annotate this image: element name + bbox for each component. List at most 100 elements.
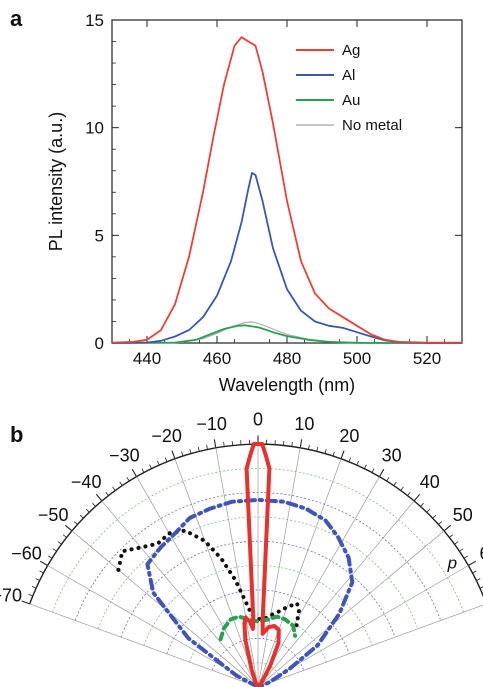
polar-minor-tick <box>426 508 431 513</box>
polar-minor-tick <box>420 502 424 507</box>
plot-frame <box>111 19 463 344</box>
x-tick-label: 480 <box>273 349 301 368</box>
x-tick-labels: 440 460 480 500 520 <box>133 349 441 368</box>
y-tick-label: 10 <box>85 119 104 138</box>
polar-tick <box>95 493 103 502</box>
polar-minor-tick <box>197 446 200 452</box>
axis-ticks <box>112 19 462 344</box>
polar-tick <box>131 468 137 477</box>
polar-grid-spoke <box>257 500 415 687</box>
polar-grid-spoke <box>215 447 259 687</box>
polar-minor-tick <box>105 491 109 496</box>
polar-minor-tick <box>393 481 397 486</box>
polar-minor-tick <box>35 578 40 581</box>
polar-minor-tick <box>57 541 62 545</box>
polar-minor-tick <box>400 486 404 491</box>
polar-grid-spoke <box>174 458 259 687</box>
panel-a-letter: a <box>10 6 23 31</box>
polar-grid <box>21 435 483 687</box>
polar-minor-tick <box>62 534 67 538</box>
polar-series-dash-dot <box>145 497 355 687</box>
polar-angle-label: 0 <box>253 410 263 430</box>
polar-grid-spoke <box>101 500 259 687</box>
polar-grid-spoke <box>136 476 259 687</box>
x-tick-label: 460 <box>203 349 231 368</box>
polar-tick <box>64 524 73 532</box>
x-tick-label: 440 <box>133 349 161 368</box>
series-line-al <box>111 172 462 344</box>
polar-minor-tick <box>119 481 123 486</box>
series-lines <box>111 36 463 344</box>
polar-minor-tick <box>39 570 44 574</box>
polar-minor-tick <box>92 502 96 507</box>
polar-minor-tick <box>356 460 359 466</box>
panel-b-letter: b <box>10 422 23 447</box>
polar-minor-tick <box>364 464 367 469</box>
y-axis-label: PL intensity (a.u.) <box>46 112 66 251</box>
y-tick-label: 0 <box>95 334 104 353</box>
polar-minor-tick <box>459 548 464 552</box>
polar-tick <box>299 439 303 448</box>
polar-series-dotted <box>116 528 302 628</box>
polar-minor-tick <box>189 449 192 454</box>
series-line-au <box>111 324 462 344</box>
line-chart-panel-a: 440 460 480 500 520 0 5 10 15 Wavelength (nm) P… <box>46 11 463 395</box>
radial-axis-label: p <box>447 554 457 573</box>
polar-minor-tick <box>432 514 437 519</box>
polar-grid-spoke <box>257 447 301 687</box>
polar-grid-spoke <box>257 604 483 687</box>
polar-minor-tick <box>324 449 327 454</box>
polar-minor-tick <box>231 440 233 446</box>
polar-angle-label: −70 <box>0 586 22 606</box>
polar-minor-tick <box>472 570 477 574</box>
polar-tick <box>21 600 30 605</box>
polar-minor-tick <box>157 460 160 466</box>
polar-angle-label: −40 <box>71 472 102 492</box>
polar-angle-label: 50 <box>453 505 473 525</box>
x-tick-label: 500 <box>343 349 371 368</box>
polar-minor-tick <box>332 451 335 457</box>
polar-tick <box>443 524 452 532</box>
polar-minor-tick <box>52 548 57 552</box>
y-tick-label: 5 <box>95 226 104 245</box>
polar-tick <box>39 560 48 566</box>
polar-tick <box>213 439 217 448</box>
legend-label: Al <box>342 67 355 84</box>
x-axis-label: Wavelength (nm) <box>219 375 355 395</box>
polar-grid-spoke <box>257 530 445 687</box>
polar-angle-label: −60 <box>11 543 42 563</box>
polar-tick <box>413 493 421 502</box>
polar-series-solid <box>242 442 281 687</box>
polar-minor-tick <box>283 440 285 446</box>
polar-minor-tick <box>291 441 293 447</box>
polar-minor-tick <box>463 555 469 559</box>
polar-grid-arc <box>97 516 419 629</box>
polar-grid-arc <box>211 638 305 671</box>
polar-minor-tick <box>449 534 454 538</box>
polar-minor-tick <box>149 464 152 469</box>
polar-angle-label: 10 <box>294 414 314 434</box>
polar-tick <box>171 450 176 459</box>
polar-minor-tick <box>181 451 184 457</box>
y-tick-label: 15 <box>85 11 104 30</box>
legend-label: No metal <box>342 117 402 134</box>
polar-tick <box>379 468 385 477</box>
polar-minor-tick <box>308 444 310 450</box>
polar-minor-tick <box>454 541 459 545</box>
polar-minor-tick <box>47 555 53 559</box>
legend-label: Ag <box>342 42 360 59</box>
polar-minor-tick <box>223 441 225 447</box>
polar-minor-tick <box>31 586 37 589</box>
x-tick-label: 520 <box>413 349 441 368</box>
polar-minor-tick <box>371 468 375 473</box>
series-line-ag <box>111 36 462 344</box>
polar-grid-spoke <box>257 458 342 687</box>
polar-angle-label: 30 <box>382 446 402 466</box>
polar-angle-label: −10 <box>196 414 227 434</box>
polar-minor-tick <box>73 521 78 525</box>
polar-minor-tick <box>85 508 90 513</box>
polar-minor-tick <box>206 444 208 450</box>
polar-grid-spoke <box>47 565 259 687</box>
polar-angle-label: 20 <box>339 426 359 446</box>
